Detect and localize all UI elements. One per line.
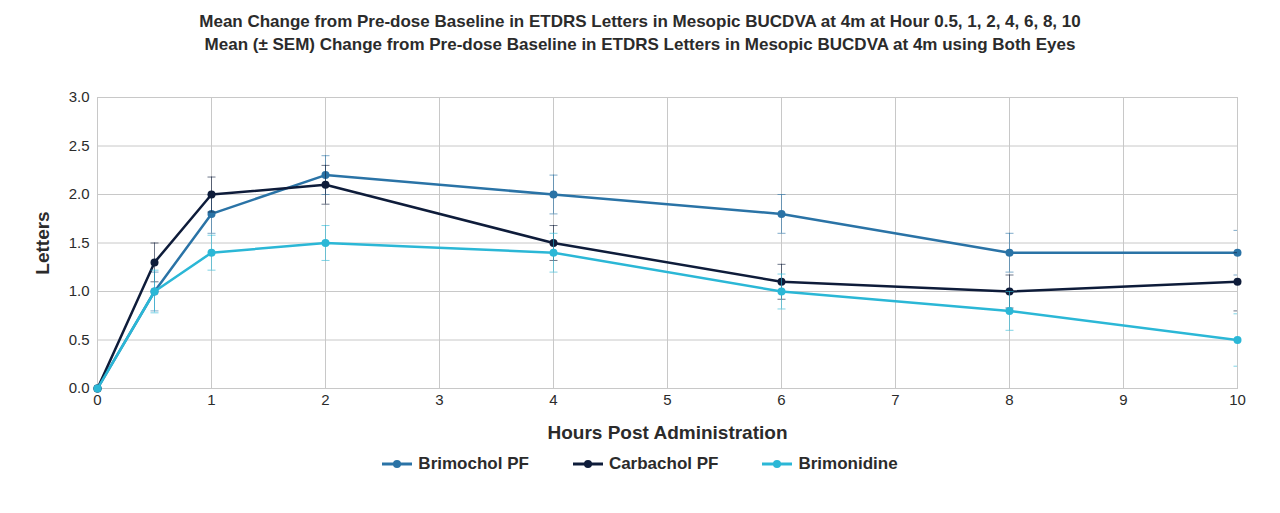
svg-text:10: 10 [1229, 391, 1246, 408]
html-text:Mean (± SEM) Change from Pre-d: Mean (± SEM) Change from Pre-dose Baseli… [204, 35, 1076, 54]
html-text:Brimonidine: Brimonidine [798, 454, 898, 473]
svg-text:1: 1 [207, 391, 215, 408]
html-text:Brimochol PF: Brimochol PF [418, 454, 529, 473]
html-text:Mean Change from Pre-dose Base: Mean Change from Pre-dose Baseline in ET… [199, 12, 1081, 31]
svg-text:2.0: 2.0 [69, 185, 90, 202]
svg-text:6: 6 [777, 391, 785, 408]
svg-text:Hours Post Administration: Hours Post Administration [548, 422, 788, 443]
svg-text:0: 0 [93, 391, 101, 408]
svg-text:0.5: 0.5 [69, 331, 90, 348]
svg-text:0.0: 0.0 [69, 379, 90, 396]
svg-text:1.5: 1.5 [69, 234, 90, 251]
html-text:Carbachol PF: Carbachol PF [608, 454, 719, 473]
svg-text:1.0: 1.0 [69, 282, 90, 299]
svg-text:4: 4 [549, 391, 557, 408]
svg-text:7: 7 [891, 391, 899, 408]
svg-text:9: 9 [1119, 391, 1127, 408]
svg-text:5: 5 [663, 391, 671, 408]
svg-text:3: 3 [435, 391, 443, 408]
svg-text:2.5: 2.5 [69, 137, 90, 154]
svg-text:Letters: Letters [32, 211, 53, 274]
svg-text:2: 2 [321, 391, 329, 408]
svg-text:3.0: 3.0 [69, 88, 90, 105]
svg-text:8: 8 [1005, 391, 1013, 408]
